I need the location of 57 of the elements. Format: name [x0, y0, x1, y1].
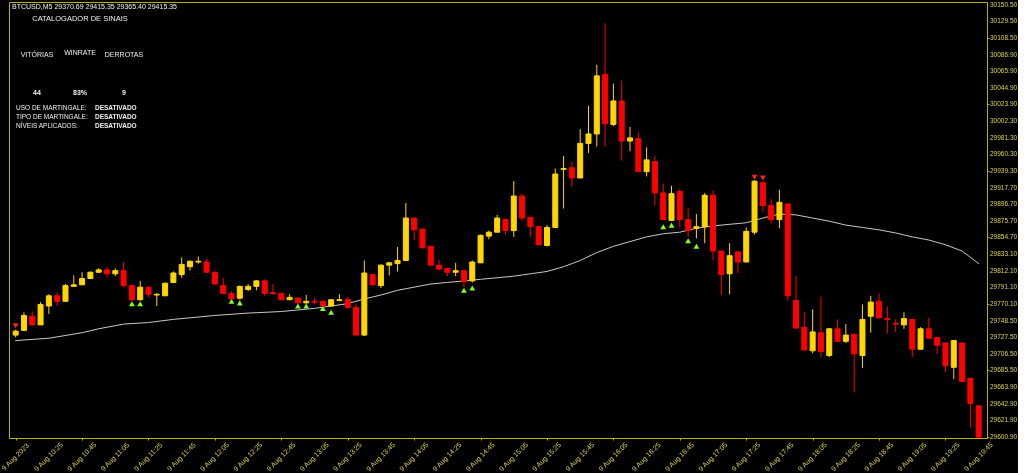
candlestick — [809, 308, 816, 354]
candlestick — [137, 280, 144, 302]
candlestick — [917, 326, 924, 350]
candlestick — [427, 245, 434, 266]
candlestick — [643, 146, 650, 177]
point — [461, 287, 467, 293]
candlestick — [867, 295, 874, 334]
candlestick — [925, 317, 932, 339]
point — [295, 303, 301, 309]
candlestick — [876, 292, 883, 320]
candlestick — [568, 161, 575, 188]
point — [693, 243, 700, 249]
candlestick — [411, 217, 418, 241]
candlestick — [759, 180, 766, 213]
point — [668, 222, 675, 228]
point — [660, 224, 667, 230]
candlestick — [394, 246, 401, 272]
candlestick — [120, 261, 127, 288]
candlestick — [37, 301, 44, 326]
point — [328, 309, 335, 315]
candlestick — [900, 311, 907, 330]
candlestick — [851, 333, 858, 393]
candlestick — [527, 216, 534, 238]
candlestick — [842, 323, 849, 344]
candlestick — [817, 296, 824, 358]
point — [759, 175, 766, 181]
candlestick — [776, 189, 783, 229]
candlestick — [768, 198, 775, 225]
candlestick — [834, 318, 841, 342]
candlestick — [685, 207, 692, 238]
candlestick — [726, 242, 733, 295]
candlestick — [627, 126, 633, 152]
candlestick — [942, 342, 949, 373]
candlestick — [270, 283, 277, 296]
point — [137, 301, 144, 307]
candlestick — [519, 193, 526, 222]
candlestick — [734, 251, 741, 274]
candlestick — [693, 213, 700, 239]
candlestick — [560, 155, 567, 210]
point — [12, 323, 19, 329]
candlestick — [178, 256, 185, 279]
candlestick — [801, 311, 808, 351]
candlestick — [884, 306, 891, 335]
candlestick — [585, 105, 592, 154]
point — [319, 305, 326, 311]
candlestick — [79, 271, 86, 286]
candlestick — [436, 259, 443, 271]
candlestick — [187, 259, 193, 272]
candlestick — [377, 263, 384, 289]
candlestick — [419, 228, 426, 249]
point — [303, 303, 310, 309]
point — [228, 298, 235, 304]
candlestick — [45, 293, 52, 315]
candlestick — [610, 83, 617, 127]
candlestick — [103, 266, 110, 279]
candlestick — [535, 226, 542, 247]
candlestick — [718, 250, 725, 296]
